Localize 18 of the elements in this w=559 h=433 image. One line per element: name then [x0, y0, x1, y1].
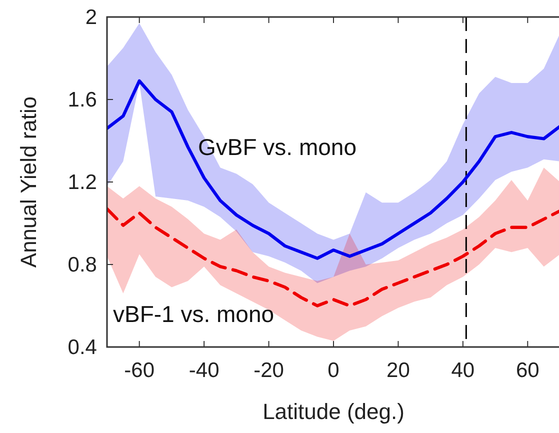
y-tick-label: 2: [85, 6, 97, 29]
y-tick-label: 0.8: [68, 254, 97, 276]
x-tick-label: -60: [124, 359, 155, 382]
x-tick-label: 40: [451, 359, 475, 382]
x-tick-label: 20: [386, 359, 410, 382]
x-tick-label: -40: [188, 359, 220, 382]
x-tick-label: 0: [328, 359, 340, 382]
y-tick-label: 1.6: [68, 88, 97, 112]
x-axis-title: Latitude (deg.): [262, 399, 404, 424]
series-label: vBF-1 vs. mono: [113, 301, 274, 327]
x-tick-label: -20: [254, 359, 284, 382]
x-tick-label: 60: [516, 359, 540, 382]
y-tick-label: 1.2: [68, 171, 97, 194]
line-series: [107, 79, 559, 260]
y-tick-label: 0.4: [68, 336, 98, 359]
y-axis-title: Annual Yield ratio: [16, 96, 41, 268]
line-series: [107, 207, 559, 308]
series-label: GvBF vs. mono: [198, 134, 356, 160]
